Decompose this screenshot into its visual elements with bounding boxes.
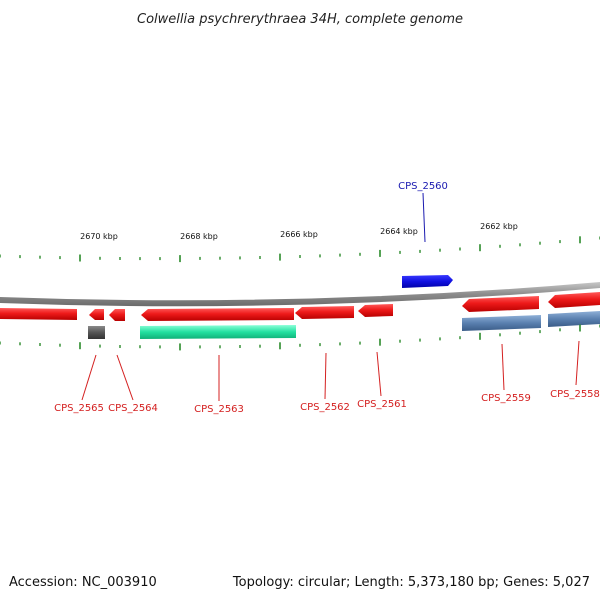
leader-line-cps-2562 [324, 352, 327, 400]
gene-label-cps-2564[interactable]: CPS_2564 [108, 403, 158, 414]
inner-features [88, 311, 600, 339]
scale-label: 2668 kbp [180, 232, 218, 241]
gene-arrow-cps-2565[interactable] [89, 309, 104, 320]
inner-tick-ring [0, 324, 600, 351]
chromosome-backbone [0, 282, 600, 307]
scale-label: 2670 kbp [80, 232, 118, 241]
gene-arrow-cps-2559[interactable] [462, 296, 539, 312]
gene-arrow-cps-2561[interactable] [358, 304, 393, 317]
gene-arrow-cps-2564[interactable] [109, 309, 125, 321]
gene-labels: CPS_2560 CPS_2565 CPS_2564 CPS_2563 CPS_… [54, 181, 600, 415]
gene-label-cps-2562[interactable]: CPS_2562 [300, 402, 350, 413]
reverse-strand-genes [0, 292, 600, 321]
rna-feature-cps-2563[interactable] [140, 325, 296, 339]
gene-arrow-cps-2562[interactable] [295, 306, 354, 319]
leader-line-cps-2564 [116, 354, 134, 401]
gene-label-cps-2561[interactable]: CPS_2561 [357, 399, 407, 410]
gene-label-cps-2560[interactable]: CPS_2560 [398, 181, 448, 192]
gene-label-cps-2559[interactable]: CPS_2559 [481, 393, 531, 404]
leader-line-cps-2560 [422, 192, 426, 243]
gene-label-cps-2558[interactable]: CPS_2558 [550, 389, 600, 400]
scale-labels: 2670 kbp 2668 kbp 2666 kbp 2664 kbp 2662… [80, 222, 518, 241]
map-title: Colwellia psychrerythraea 34H, complete … [137, 12, 463, 27]
leader-line-cps-2559 [501, 343, 505, 391]
genome-summary-text: Topology: circular; Length: 5,373,180 bp… [232, 575, 590, 590]
accession-text: Accession: NC_003910 [9, 575, 157, 590]
outer-tick-ring [0, 236, 600, 263]
pseudo-feature-cps-2558[interactable] [548, 311, 600, 327]
scale-label: 2664 kbp [380, 227, 418, 236]
gene-arrow-cps-2563[interactable] [141, 308, 294, 321]
gene-arrow-cps-2560[interactable] [402, 275, 453, 288]
leader-line-cps-2565 [81, 354, 97, 401]
scale-label: 2666 kbp [280, 230, 318, 239]
label-leader-lines [81, 192, 580, 401]
scale-label: 2662 kbp [480, 222, 518, 231]
gene-arrow-cps-2566[interactable] [0, 308, 77, 320]
pseudo-feature-cps-2559[interactable] [462, 315, 541, 331]
leader-line-cps-2561 [376, 351, 382, 397]
leader-line-cps-2558 [575, 340, 580, 386]
pseudo-feature-cps-2565[interactable] [88, 326, 105, 339]
gene-label-cps-2565[interactable]: CPS_2565 [54, 403, 104, 414]
gene-label-cps-2563[interactable]: CPS_2563 [194, 404, 244, 415]
gene-arrow-cps-2558[interactable] [548, 292, 600, 308]
